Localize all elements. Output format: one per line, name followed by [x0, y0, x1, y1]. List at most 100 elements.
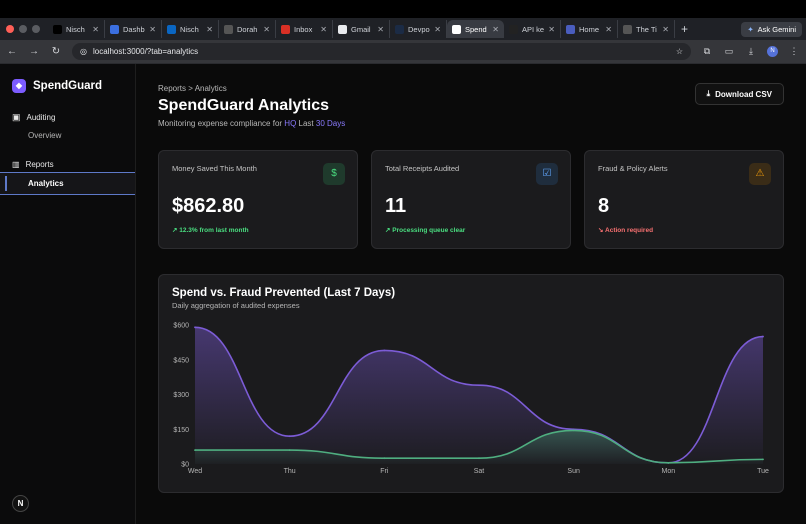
spendguard-tab-icon [452, 24, 461, 34]
data-point [762, 458, 764, 461]
browser-tab[interactable]: The Ti ✕ [618, 20, 675, 38]
close-tab-icon[interactable]: ✕ [492, 24, 499, 34]
url-text: localhost:3000/?tab=analytics [92, 47, 199, 56]
y-tick-label: $150 [173, 427, 189, 434]
nav-group-reports-label: Reports [25, 159, 54, 169]
browser-tab-bar: Nisch ✕ Dashb ✕ Nisch ✕ Dorah ✕ Inbox ✕ Gmail ✕ Devp… [0, 18, 806, 40]
check-square-icon: ☑ [536, 163, 558, 185]
downloads-icon[interactable]: ⤓ [749, 46, 753, 56]
data-point [288, 449, 291, 451]
linkedin-icon [167, 24, 176, 34]
browser-tab[interactable]: Dorah ✕ [219, 20, 276, 38]
new-tab-button[interactable]: + [681, 22, 689, 36]
spendguard-logo-icon: ◆ [12, 79, 26, 93]
tab-strip: Nisch ✕ Dashb ✕ Nisch ✕ Dorah ✕ Inbox ✕ Gmail ✕ Devp… [48, 20, 675, 38]
site-info-icon[interactable]: ◎ [80, 47, 87, 56]
data-point [762, 335, 764, 338]
subtitle-scope[interactable]: HQ [284, 119, 297, 128]
browser-tab[interactable]: Home ✕ [561, 20, 618, 38]
sparkle-icon: ✦ [747, 24, 754, 34]
card-trend-note: ↗ Processing queue clear [385, 227, 466, 234]
browser-tab[interactable]: Nisch ✕ [48, 20, 105, 38]
browser-tab[interactable]: Spend ✕ [447, 20, 504, 38]
browser-tab-label: Nisch [180, 24, 199, 34]
zoom-window-button[interactable] [32, 25, 40, 33]
chart-subtitle: Daily aggregation of audited expenses [172, 301, 300, 310]
bar-chart-icon: ▥ [12, 159, 20, 169]
browser-tab[interactable]: Nisch ✕ [162, 20, 219, 38]
address-bar[interactable]: ◎ localhost:3000/?tab=analytics ☆ [72, 43, 691, 60]
menu-kebab-icon[interactable]: ⋮ [789, 46, 799, 56]
data-point [383, 457, 386, 460]
top-bezel [0, 0, 806, 18]
browser-tab-label: Gmail [351, 24, 371, 34]
x-tick-label: Fri [380, 468, 389, 475]
browser-tab-label: API ke [522, 24, 545, 34]
close-tab-icon[interactable]: ✕ [206, 24, 213, 34]
x-tick-label: Tue [757, 468, 769, 475]
browser-tab[interactable]: API ke ✕ [504, 20, 561, 38]
stat-card-money-saved: Money Saved This Month $ $862.80 ↗ 12.3%… [158, 150, 358, 249]
subtitle-prefix: Monitoring expense compliance for [158, 119, 285, 128]
close-tab-icon[interactable]: ✕ [377, 24, 384, 34]
sidebar-item-analytics[interactable]: Analytics [0, 172, 135, 195]
close-tab-icon[interactable]: ✕ [92, 24, 99, 34]
card-label: Total Receipts Audited [385, 164, 460, 173]
close-tab-icon[interactable]: ✕ [320, 24, 327, 34]
close-tab-icon[interactable]: ✕ [149, 24, 156, 34]
extensions-icon[interactable]: ⧉ [703, 46, 711, 56]
stat-card-alerts: Fraud & Policy Alerts ⚠ 8 ↘ Action requi… [584, 150, 784, 249]
browser-tab[interactable]: Inbox ✕ [276, 20, 333, 38]
data-point [383, 349, 386, 352]
browser-tab[interactable]: Gmail ✕ [333, 20, 390, 38]
x-logo-icon [53, 24, 62, 34]
data-point [478, 457, 480, 460]
spend-chart-card: Spend vs. Fraud Prevented (Last 7 Days) … [158, 274, 784, 493]
nav-group-auditing-label: Auditing [26, 112, 56, 122]
close-tab-icon[interactable]: ✕ [263, 24, 270, 34]
brand[interactable]: ◆ SpendGuard [0, 64, 135, 108]
google-icon [338, 24, 347, 34]
series-area [195, 327, 763, 464]
page-subtitle: Monitoring expense compliance for HQ Las… [158, 119, 784, 128]
forward-icon[interactable]: → [29, 46, 39, 57]
data-point [194, 449, 196, 451]
ask-gemini-button[interactable]: ✦ Ask Gemini [741, 21, 802, 37]
main-content: Reports > Analytics SpendGuard Analytics… [136, 64, 806, 524]
minimize-window-button[interactable] [19, 25, 27, 33]
close-tab-icon[interactable]: ✕ [548, 24, 555, 34]
devpost-icon [395, 24, 404, 34]
window-controls [6, 25, 40, 33]
bookmark-star-icon[interactable]: ☆ [675, 47, 683, 56]
close-tab-icon[interactable]: ✕ [434, 24, 441, 34]
spend-area-chart: $0 $150 $300 $450 $600 Wed Thu Fri Sat Sun Mon Tue [173, 323, 769, 476]
browser-tab[interactable]: Devpo ✕ [390, 20, 447, 38]
y-tick-label: $450 [173, 357, 189, 364]
browser-tab-label: The Ti [636, 24, 657, 34]
side-panel-icon[interactable]: ▭ [724, 46, 734, 56]
profile-avatar[interactable]: N [767, 46, 778, 57]
browser-tab-label: Devpo [408, 24, 430, 34]
nav-group-auditing[interactable]: ▣ Auditing [0, 110, 135, 124]
reload-icon[interactable]: ↻ [51, 46, 61, 57]
dollar-icon: $ [323, 163, 345, 185]
download-csv-button[interactable]: ⤓ Download CSV [694, 83, 784, 105]
ask-gemini-label: Ask Gemini [757, 24, 796, 34]
back-icon[interactable]: ← [7, 46, 17, 57]
close-window-button[interactable] [6, 25, 14, 33]
browser-tab[interactable]: Dashb ✕ [105, 20, 162, 38]
nav-group-reports[interactable]: ▥ Reports [0, 157, 135, 171]
app-window: ◆ SpendGuard ▣ Auditing Overview ▥ Repor… [0, 64, 806, 524]
notion-icon [623, 24, 632, 34]
close-tab-icon[interactable]: ✕ [662, 24, 669, 34]
x-tick-label: Thu [284, 468, 296, 475]
browser-tab-label: Home [579, 24, 600, 34]
next-dev-badge[interactable]: N [12, 495, 29, 512]
github-icon [509, 24, 518, 34]
sidebar-item-overview[interactable]: Overview [28, 131, 62, 140]
close-tab-icon[interactable]: ✕ [605, 24, 612, 34]
warning-icon: ⚠ [749, 163, 771, 185]
x-tick-label: Wed [188, 468, 202, 475]
y-tick-label: $600 [173, 323, 189, 330]
subtitle-period[interactable]: 30 Days [315, 119, 346, 128]
